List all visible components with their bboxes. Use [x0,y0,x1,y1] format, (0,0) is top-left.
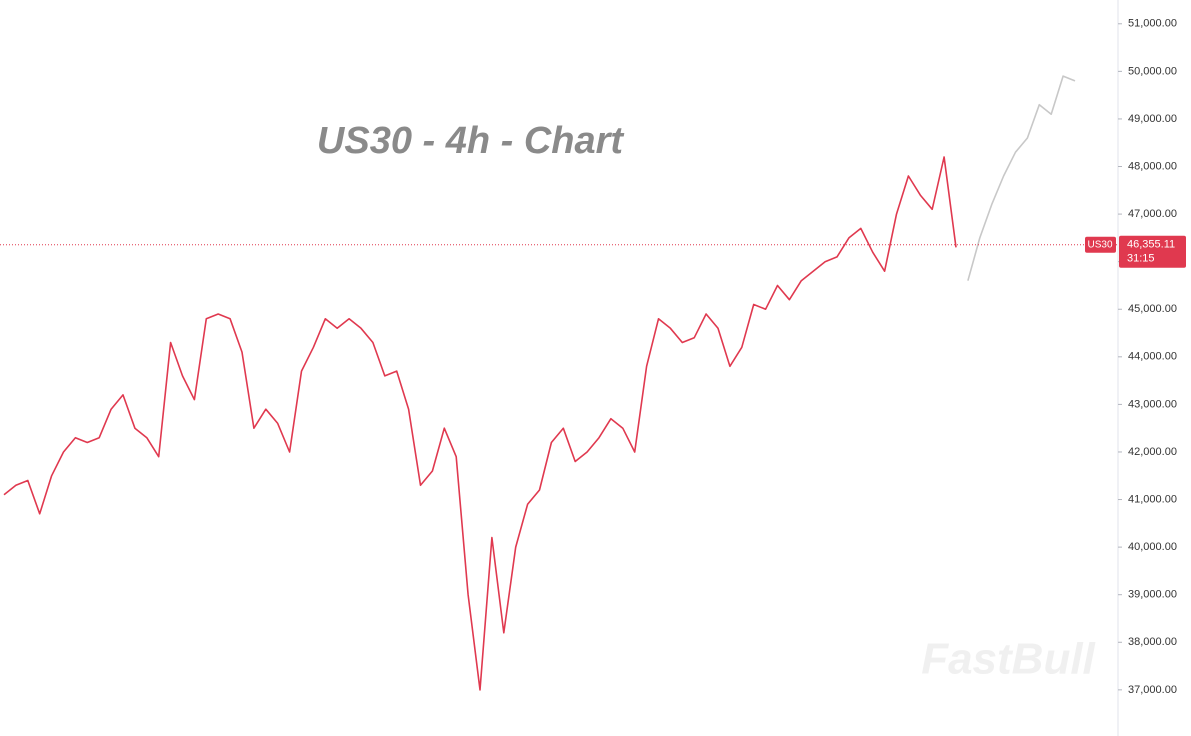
y-tick-label: 48,000.00 [1128,160,1177,172]
price-tag [1119,235,1186,268]
y-tick-label: 45,000.00 [1128,303,1177,315]
y-tick-label: 50,000.00 [1128,65,1177,77]
chart-title: US30 - 4h - Chart [317,120,625,162]
y-tick-label: 49,000.00 [1128,113,1177,125]
symbol-label: US30 [1087,239,1112,250]
countdown-label: 31:15 [1127,253,1155,265]
price-line [967,75,1076,281]
y-tick-label: 41,000.00 [1128,493,1177,505]
y-tick-label: 44,000.00 [1128,351,1177,363]
y-tick-label: 51,000.00 [1128,18,1177,30]
watermark: FastBull [921,635,1095,684]
y-tick-label: 40,000.00 [1128,541,1177,553]
y-tick-label: 47,000.00 [1128,208,1177,220]
price-line [3,156,957,691]
symbol-tag [1085,236,1116,253]
price-label: 46,355.11 [1127,239,1175,251]
y-tick-label: 37,000.00 [1128,684,1177,696]
y-tick-label: 39,000.00 [1128,589,1177,601]
y-tick-label: 42,000.00 [1128,446,1177,458]
y-tick-label: 38,000.00 [1128,636,1177,648]
y-tick-label: 43,000.00 [1128,398,1177,410]
